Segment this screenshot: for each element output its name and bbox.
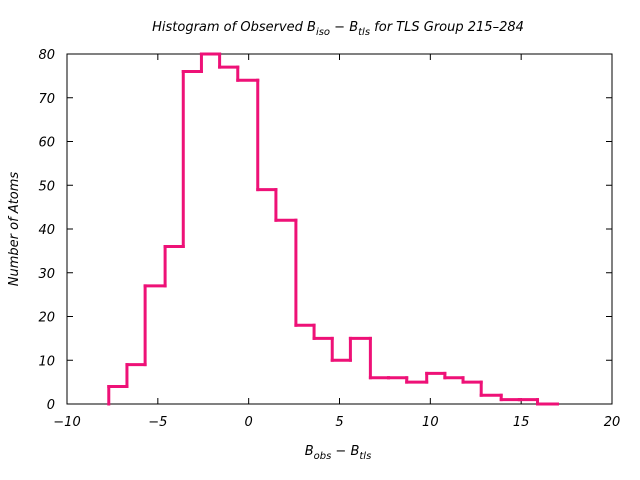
y-tick-label: 20 (38, 311, 55, 326)
y-axis-label: Number of Atoms (7, 172, 22, 287)
x-tick-label: 5 (335, 415, 343, 430)
y-tick-label: 70 (38, 92, 55, 107)
x-tick-label: −10 (53, 415, 80, 430)
plot-frame (66, 53, 613, 405)
x-tick-label: 15 (513, 415, 530, 430)
y-tick-label: 40 (38, 223, 55, 238)
axis-ticks: −10 −5 0 5 10 15 20 0 10 20 30 40 50 60 70 80 (38, 48, 620, 430)
y-tick-label: 10 (38, 354, 55, 369)
plot-axes (66, 53, 613, 405)
y-tick-label: 30 (38, 267, 55, 282)
chart-title: Histogram of Observed Biso − Btls for TL… (152, 20, 524, 38)
x-tick-label: 20 (604, 415, 621, 430)
x-tick-label: 10 (422, 415, 439, 430)
histogram-bars (107, 52, 559, 406)
x-tick-label: 0 (245, 415, 253, 430)
y-tick-label: 0 (47, 398, 55, 413)
x-axis-label: Bobs − Btls (305, 444, 372, 462)
y-tick-label: 60 (38, 136, 55, 151)
x-tick-label: −5 (148, 415, 167, 430)
y-tick-label: 50 (38, 179, 55, 194)
y-tick-label: 80 (38, 48, 55, 63)
